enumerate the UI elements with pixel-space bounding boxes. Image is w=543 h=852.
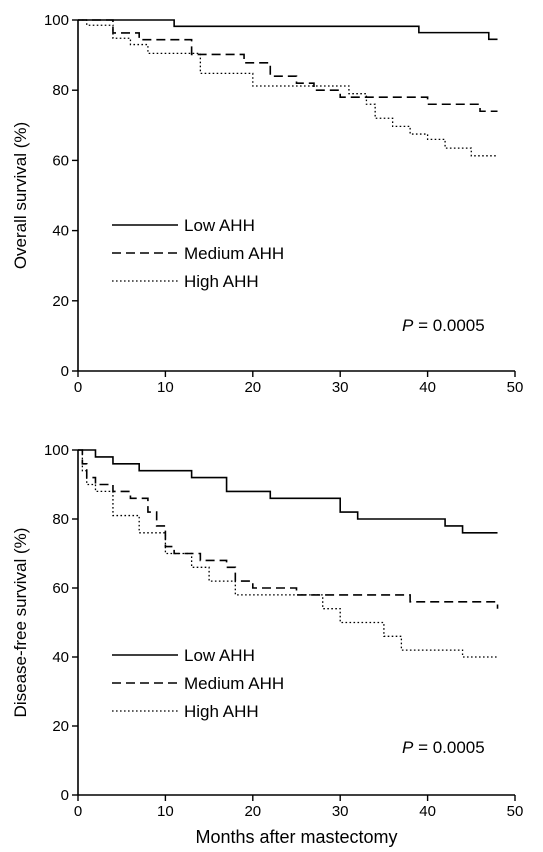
p-value-annotation: P = 0.0005 xyxy=(402,316,485,335)
y-tick-label: 40 xyxy=(52,223,69,240)
x-tick-label: 40 xyxy=(419,803,436,820)
p-value-symbol: P xyxy=(402,316,414,335)
y-tick-label: 60 xyxy=(52,152,69,169)
y-tick-label: 60 xyxy=(52,580,69,597)
y-axis-title: Overall survival (%) xyxy=(11,122,30,269)
series-line-low-ahh xyxy=(78,19,498,41)
legend-label-medium-ahh: Medium AHH xyxy=(184,244,284,263)
x-tick-label: 20 xyxy=(244,803,261,820)
x-tick-label: 50 xyxy=(507,379,524,396)
y-tick-label: 0 xyxy=(61,787,69,804)
y-axis-title: Disease-free survival (%) xyxy=(11,528,30,718)
x-tick-label: 10 xyxy=(157,803,174,820)
series-line-high-ahh xyxy=(78,19,498,157)
x-tick-label: 40 xyxy=(419,379,436,396)
series-line-high-ahh xyxy=(78,449,498,658)
x-axis-title: Months after mastectomy xyxy=(195,827,397,847)
y-tick-label: 20 xyxy=(52,718,69,735)
x-tick-label: 30 xyxy=(332,379,349,396)
y-tick-label: 80 xyxy=(52,82,69,99)
p-value-text: = 0.0005 xyxy=(413,738,484,757)
legend-label-low-ahh: Low AHH xyxy=(184,216,255,235)
y-tick-label: 20 xyxy=(52,293,69,310)
y-tick-label: 80 xyxy=(52,511,69,528)
overall-survival-panel: 0 20 40 60 80 100 0 10 20 30 40 50 Overall survival … xyxy=(11,12,523,396)
legend-label-medium-ahh: Medium AHH xyxy=(184,674,284,693)
legend-label-high-ahh: High AHH xyxy=(184,272,259,291)
legend-label-low-ahh: Low AHH xyxy=(184,646,255,665)
y-tick-label: 100 xyxy=(44,442,69,459)
p-value-text: = 0.0005 xyxy=(413,316,484,335)
x-tick-label: 0 xyxy=(74,379,82,396)
disease-free-survival-panel: 0 20 40 60 80 100 0 10 20 30 40 50 Disease-free surv… xyxy=(11,442,523,847)
legend-label-high-ahh: High AHH xyxy=(184,702,259,721)
series-line-medium-ahh xyxy=(78,449,499,609)
y-tick-label: 100 xyxy=(44,12,69,29)
x-tick-label: 30 xyxy=(332,803,349,820)
p-value-annotation: P = 0.0005 xyxy=(402,738,485,757)
series-line-medium-ahh xyxy=(78,19,498,113)
y-tick-label: 40 xyxy=(52,649,69,666)
p-value-symbol: P xyxy=(402,738,414,757)
x-tick-label: 20 xyxy=(244,379,261,396)
x-tick-label: 0 xyxy=(74,803,82,820)
series-line-low-ahh xyxy=(78,449,498,534)
x-tick-label: 50 xyxy=(507,803,524,820)
x-tick-label: 10 xyxy=(157,379,174,396)
y-tick-label: 0 xyxy=(61,363,69,380)
